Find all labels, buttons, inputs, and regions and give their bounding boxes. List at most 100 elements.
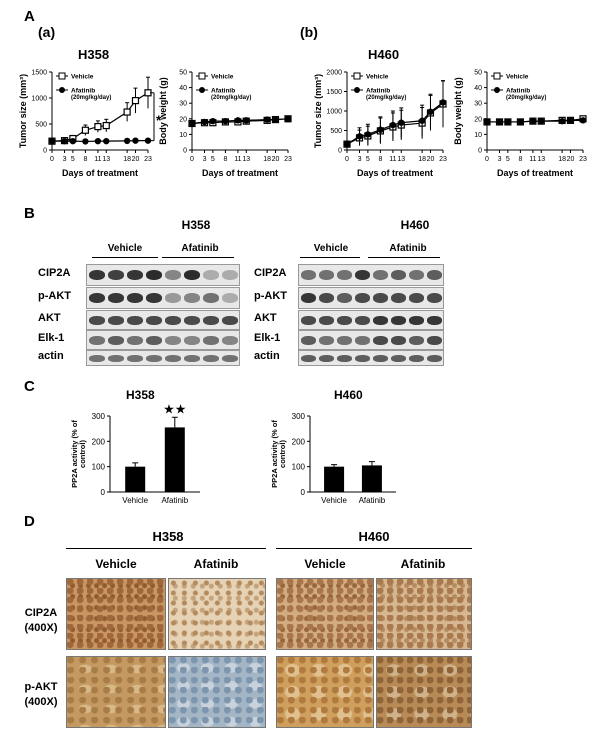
y-tick-label: 1000 [31,96,47,103]
significance-mark: ★★ [163,401,186,416]
ihc-image-cip2a-h460-vehicle [276,578,374,650]
ihc-title-h460: H460 [358,529,390,544]
blot-band [145,335,162,345]
x-tick-label: 5 [506,156,510,163]
blot-band [202,293,219,303]
blot-strip [298,330,444,350]
panel-label-c: C [24,378,35,395]
blot-band [221,354,238,362]
blot-strip [86,330,240,350]
blot-band [202,354,219,362]
x-tick-label: 23 [284,156,292,163]
y-tick-label: 1000 [326,109,342,116]
blot-band [354,354,370,362]
y-tick-label: 20 [179,116,187,123]
blot-band [336,293,352,303]
blot-band [107,335,124,345]
blot-strip [298,264,444,286]
blot-band [300,335,316,345]
blot-band [202,335,219,345]
legend-label: (20mg/kg/day) [506,95,546,101]
y-axis-label: Tumor size (mm³) [18,74,28,148]
blot-strip [298,310,444,330]
blot-band [408,354,424,362]
x-tick-label: 11 [529,156,536,163]
x-tick-label: 5 [366,156,370,163]
blot-band [408,335,424,345]
blot-band [183,354,200,362]
data-point [82,138,89,145]
wb-row-label: AKT [38,312,61,324]
x-tick-label: 20 [132,156,140,163]
blot-band [372,270,388,280]
wb-row-label: p-AKT [254,290,287,302]
x-tick-label: 20 [427,156,435,163]
blot-band [126,315,143,325]
ihc-col-h358-afatinib: Afatinib [193,557,239,571]
blot-band [126,354,143,362]
data-point [94,137,102,145]
x-tick-label: 0 [485,156,489,163]
y-axis-label: PP2A activity (% of [70,420,79,488]
data-point [439,99,447,106]
y-tick-label: 0 [478,148,482,155]
y-tick-label: 20 [474,116,482,123]
data-point [364,131,372,138]
h358-pp2a-chart: 0 100 200 300 Vehicle Afatinib PP2A activity (… [70,401,200,505]
y-tick-label: 1500 [326,89,342,96]
data-point [103,137,110,145]
blot-band [164,335,181,345]
blot-band [336,354,352,362]
blot-band [354,335,370,345]
wb-group-line [368,257,440,258]
blot-band [354,315,370,325]
data-point [356,133,363,140]
data-point [263,116,271,123]
x-tick-label: 13 [102,156,110,163]
data-point [389,121,397,129]
y-tick-label: 10 [179,132,187,139]
category-label: Afatinib [161,496,188,505]
blot-band [390,270,406,280]
x-axis-label: Days of treatment [202,168,278,178]
wb-group-line [162,257,234,258]
ihc-title-h358: H358 [152,529,184,544]
legend-marker [59,87,65,93]
legend-label: (20mg/kg/day) [211,95,251,101]
y-tick-label: 50 [179,70,187,77]
blot-strip [298,350,444,366]
blot-band [183,335,200,345]
legend-label: (20mg/kg/day) [71,95,111,101]
subpanel-label-a: (a) [38,24,56,40]
x-tick-label: 3 [358,156,362,163]
x-tick-label: 3 [203,156,207,163]
data-point [398,119,405,126]
data-point [61,137,68,145]
data-point [201,118,208,126]
ihc-col-h460-vehicle: Vehicle [304,557,346,571]
blot-band [336,270,352,280]
blot-band [336,335,352,345]
x-tick-label: 18 [558,156,566,163]
data-point [69,137,77,145]
blot-band [221,315,238,325]
blot-band [318,335,334,345]
y-axis-label: Body weight (g) [453,77,463,145]
ihc-col-h460-afatinib: Afatinib [400,557,446,571]
legend-marker [198,72,206,80]
blot-strip [86,310,240,330]
wb-group-afatinib-h358: Afatinib [181,243,219,254]
legend-label: Afatinib [366,88,390,95]
legend-label: Vehicle [211,74,234,81]
ihc-image-pakt-h358-afatinib [168,656,266,728]
x-tick-label: 8 [378,156,382,163]
blot-band [126,270,143,280]
ihc-image-cip2a-h460-afatinib [376,578,472,650]
y-tick-label: 200 [92,437,106,446]
wb-group-vehicle-h358: Vehicle [107,243,143,254]
x-tick-label: 5 [211,156,215,163]
y-tick-label: 300 [92,412,106,421]
ihc-image-pakt-h460-vehicle [276,656,374,728]
data-point [48,137,56,145]
